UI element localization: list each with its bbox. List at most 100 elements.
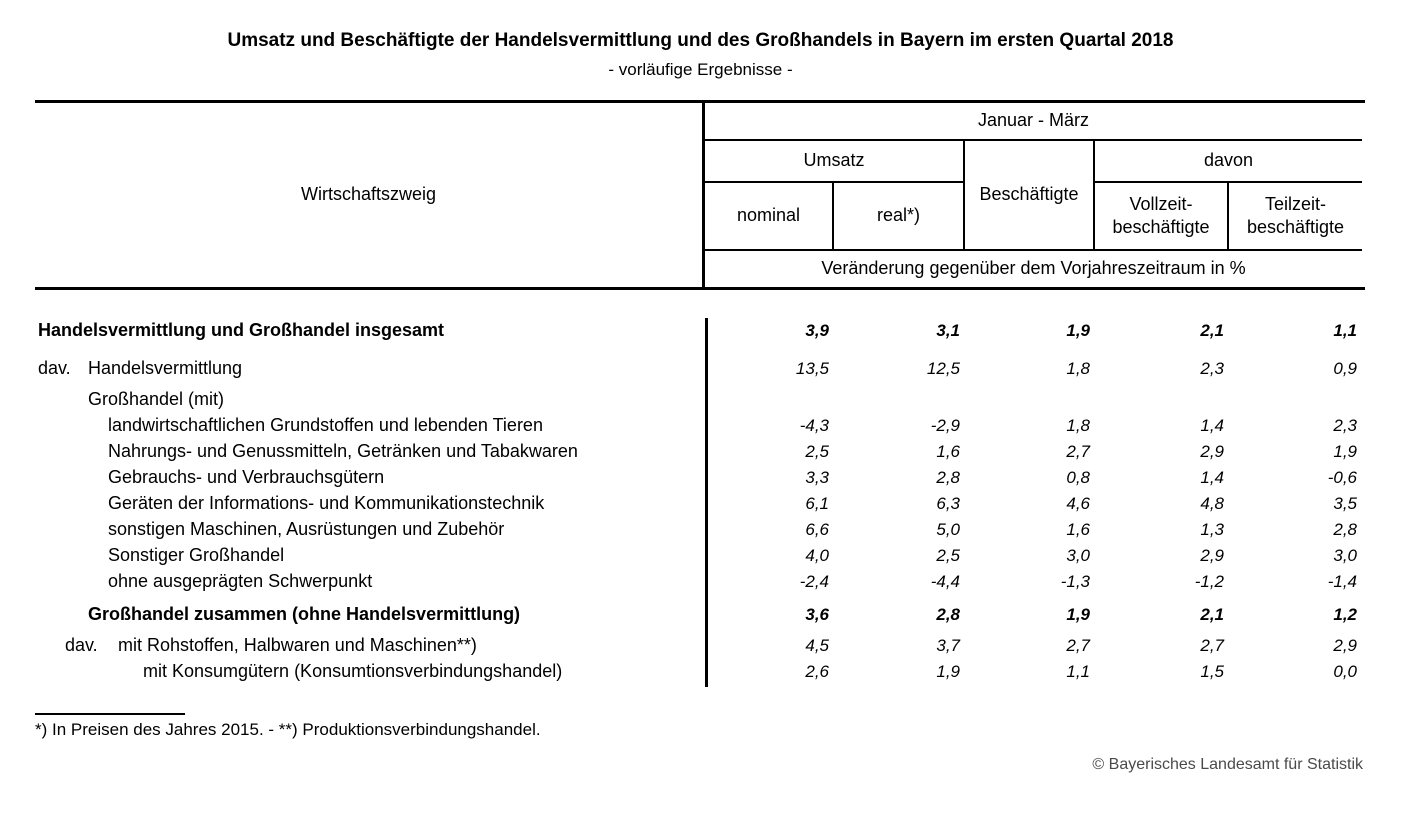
cell-value: 2,7 xyxy=(1066,635,1090,655)
cell-value: 2,1 xyxy=(1200,604,1224,624)
cell-value: 4,6 xyxy=(1066,493,1090,513)
table-row: Nahrungs- und Genussmitteln, Getränken u… xyxy=(35,439,1365,465)
table-row: dav. Handelsvermittlung 13,5 12,5 1,8 2,3… xyxy=(35,356,1365,382)
cell-value: 5,0 xyxy=(936,519,960,539)
table-row: Großhandel zusammen (ohne Handelsvermitt… xyxy=(35,602,1365,628)
row-label: Handelsvermittlung und Großhandel insges… xyxy=(38,320,445,341)
table-row: ohne ausgeprägten Schwerpunkt -2,4 -4,4 … xyxy=(35,569,1365,595)
cell-value: 2,8 xyxy=(1333,519,1357,539)
footnote-rule xyxy=(35,712,185,715)
cell-value: 3,6 xyxy=(805,604,829,624)
row-label: Gebrauchs- und Verbrauchsgütern xyxy=(108,467,385,488)
cell-value: 2,3 xyxy=(1200,358,1224,378)
cell-value: -2,9 xyxy=(930,415,960,435)
copyright: © Bayerisches Landesamt für Statistik xyxy=(1092,755,1363,773)
cell-value: -2,4 xyxy=(799,571,829,591)
cell-value: -1,3 xyxy=(1060,571,1090,591)
cell-value: 3,0 xyxy=(1066,545,1090,565)
cell-value: 6,3 xyxy=(936,493,960,513)
row-label: ohne ausgeprägten Schwerpunkt xyxy=(108,571,373,592)
cell-value: 1,4 xyxy=(1200,415,1224,435)
footnote: *) In Preisen des Jahres 2015. - **) Pro… xyxy=(35,719,541,739)
cell-value: 6,1 xyxy=(805,493,829,513)
page-subtitle: - vorläufige Ergebnisse - xyxy=(608,59,793,79)
table-row: Handelsvermittlung und Großhandel insges… xyxy=(35,318,1365,344)
data-table: Wirtschaftszweig Januar - März Umsatz no… xyxy=(35,99,1365,693)
row-label: sonstigen Maschinen, Ausrüstungen und Zu… xyxy=(108,519,505,540)
cell-value: 3,1 xyxy=(936,320,960,340)
cell-value: 2,8 xyxy=(936,604,960,624)
cell-value: -0,6 xyxy=(1327,467,1357,487)
row-label: Nahrungs- und Genussmitteln, Getränken u… xyxy=(108,441,578,462)
row-label: Geräten der Informations- und Kommunikat… xyxy=(108,493,545,514)
cell-value: 1,6 xyxy=(936,441,960,461)
cell-value: 2,8 xyxy=(936,467,960,487)
cell-value: 3,9 xyxy=(805,320,829,340)
cell-value: 1,4 xyxy=(1200,467,1224,487)
cell-value: 3,0 xyxy=(1333,545,1357,565)
row-label: Großhandel zusammen (ohne Handelsvermitt… xyxy=(88,604,521,625)
cell-value: 2,9 xyxy=(1333,635,1357,655)
cell-value: 0,0 xyxy=(1333,661,1357,681)
cell-value: -4,3 xyxy=(799,415,829,435)
cell-value: 1,9 xyxy=(1333,441,1357,461)
column-group-davon: davon xyxy=(1095,141,1362,183)
cell-value: -4,4 xyxy=(930,571,960,591)
cell-value: 1,9 xyxy=(1066,604,1090,624)
column-header-beschaeftigte: Beschäftigte xyxy=(965,140,1095,249)
row-label: dav. Handelsvermittlung xyxy=(38,358,243,379)
cell-value: 6,6 xyxy=(805,519,829,539)
cell-value: 4,0 xyxy=(805,545,829,565)
cell-value: 1,6 xyxy=(1066,519,1090,539)
cell-value: 2,5 xyxy=(936,545,960,565)
cell-value: 2,1 xyxy=(1200,320,1224,340)
row-label: mit Konsumgütern (Konsumtionsverbindungs… xyxy=(143,661,563,682)
table-row: Sonstiger Großhandel 4,0 2,5 3,0 2,9 3,0 xyxy=(35,543,1365,569)
table-body: Handelsvermittlung und Großhandel insges… xyxy=(35,317,1365,693)
cell-value: 4,5 xyxy=(805,635,829,655)
cell-value: 1,9 xyxy=(1066,320,1090,340)
cell-value: 3,5 xyxy=(1333,493,1357,513)
cell-value: 2,5 xyxy=(805,441,829,461)
cell-value: 1,5 xyxy=(1200,661,1224,681)
row-prefix: dav. xyxy=(38,358,71,379)
cell-value: 1,8 xyxy=(1066,358,1090,378)
table-row: landwirtschaftlichen Grundstoffen und le… xyxy=(35,413,1365,439)
column-group-umsatz-container: Umsatz nominal real*) xyxy=(705,140,965,249)
table-header: Wirtschaftszweig Januar - März Umsatz no… xyxy=(35,99,1365,290)
column-header-wirtschaftszweig: Wirtschaftszweig xyxy=(35,102,705,287)
cell-value: 2,7 xyxy=(1200,635,1224,655)
page-title: Umsatz und Beschäftigte der Handelsvermi… xyxy=(227,30,1174,51)
column-group-davon-container: davon Vollzeit-beschäftigte Teilzeit-bes… xyxy=(1095,141,1362,249)
table-header-middle: Umsatz nominal real*) Beschäftigte davon… xyxy=(705,140,1362,249)
cell-value: 2,6 xyxy=(805,661,829,681)
row-label: Großhandel (mit) xyxy=(88,389,225,410)
table-row: Geräten der Informations- und Kommunikat… xyxy=(35,491,1365,517)
header-unit-row: Veränderung gegenüber dem Vorjahreszeitr… xyxy=(705,248,1362,287)
column-header-teilzeit: Teilzeit-beschäftigte xyxy=(1246,194,1345,237)
cell-value: 13,5 xyxy=(795,358,829,378)
row-label: Sonstiger Großhandel xyxy=(108,545,285,566)
cell-value: 1,1 xyxy=(1066,661,1090,681)
cell-value: 4,8 xyxy=(1200,493,1224,513)
cell-value: 1,9 xyxy=(936,661,960,681)
footnote-block: *) In Preisen des Jahres 2015. - **) Pro… xyxy=(35,712,1401,740)
row-label: landwirtschaftlichen Grundstoffen und le… xyxy=(108,415,543,436)
cell-value: 0,8 xyxy=(1066,467,1090,487)
cell-value: 12,5 xyxy=(926,358,960,378)
cell-value: 1,3 xyxy=(1200,519,1224,539)
table-row: dav. mit Rohstoffen, Halbwaren und Maschi… xyxy=(35,633,1365,659)
column-header-nominal: nominal xyxy=(705,182,834,249)
column-header-vollzeit: Vollzeit-beschäftigte xyxy=(1095,182,1229,249)
table-row: mit Konsumgütern (Konsumtionsverbindungs… xyxy=(35,659,1365,685)
cell-value: 2,9 xyxy=(1200,441,1224,461)
table-header-right: Januar - März Umsatz nominal real*) Besc… xyxy=(705,103,1362,287)
cell-value: -1,4 xyxy=(1327,571,1357,591)
row-label: dav. mit Rohstoffen, Halbwaren und Maschi… xyxy=(65,635,477,656)
column-group-period: Januar - März xyxy=(705,103,1362,141)
table-row: sonstigen Maschinen, Ausrüstungen und Zu… xyxy=(35,517,1365,543)
cell-value: 0,9 xyxy=(1333,358,1357,378)
cell-value: 3,7 xyxy=(936,635,960,655)
cell-value: 3,3 xyxy=(805,467,829,487)
row-prefix: dav. xyxy=(65,635,98,656)
